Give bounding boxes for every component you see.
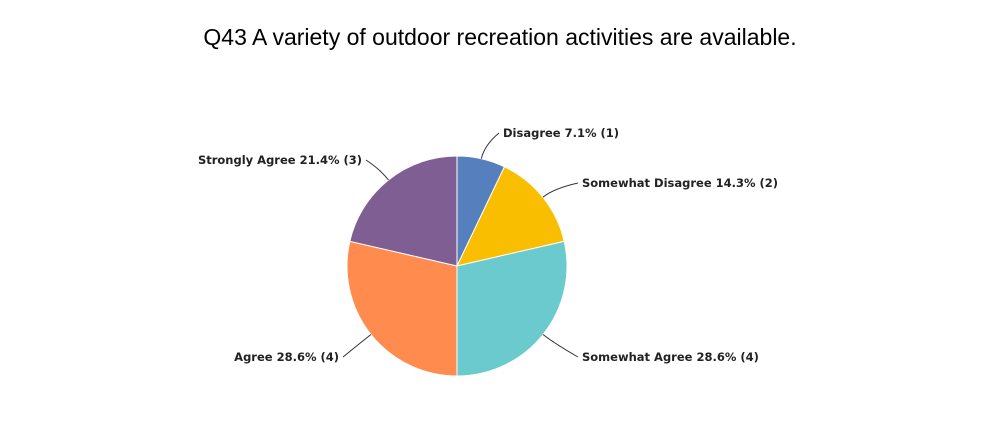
leader-line [542,334,579,358]
slice-label: Disagree 7.1% (1) [503,126,619,140]
pie-slice-somewhat-disagree [456,166,565,267]
slice-label: Agree 28.6% (4) [234,350,339,364]
pie-slice-strongly-agree [349,155,458,267]
pie-labels: Disagree 7.1% (1) Somewhat Disagree 14.3%… [198,126,778,364]
chart-title: Q43 A variety of outdoor recreation acti… [203,24,797,50]
leader-line [480,132,500,159]
slice-label: Strongly Agree 21.4% (3) [198,153,362,167]
leader-line [342,334,372,358]
leader-line [542,182,579,198]
pie-slice-agree [346,240,458,377]
slice-label: Somewhat Disagree 14.3% (2) [582,176,778,190]
pie-slice-somewhat-agree [456,240,568,377]
leader-line [365,159,389,181]
slice-label: Somewhat Agree 28.6% (4) [582,350,759,364]
pie-slices [346,155,568,377]
